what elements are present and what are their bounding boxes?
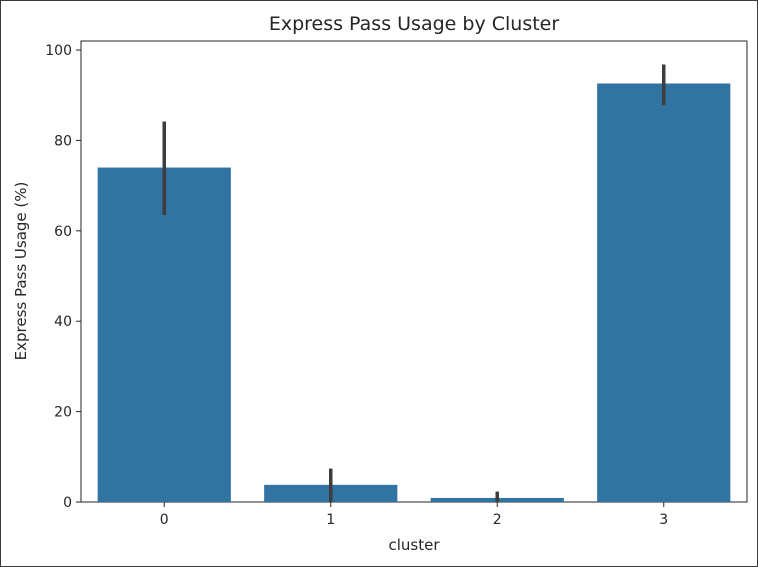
x-tick-label: 0 — [160, 512, 169, 528]
chart-title: Express Pass Usage by Cluster — [269, 13, 560, 35]
bars-group — [97, 83, 731, 503]
x-axis-label: cluster — [388, 536, 440, 554]
y-tick-label: 100 — [45, 43, 72, 59]
x-tick-label: 2 — [493, 512, 502, 528]
x-tick-label: 3 — [659, 512, 668, 528]
error-bars-group — [162, 64, 666, 502]
y-tick-label: 20 — [54, 405, 72, 421]
y-axis-label: Express Pass Usage (%) — [12, 182, 30, 361]
y-tick-label: 0 — [63, 495, 72, 511]
y-tick-label: 60 — [54, 224, 72, 240]
y-axis-ticks: 0 20 40 60 80 100 — [45, 43, 81, 511]
x-axis-ticks: 0 1 2 3 — [160, 502, 668, 528]
bar-cluster-3 — [597, 83, 731, 502]
y-tick-label: 40 — [54, 314, 72, 330]
bar-cluster-0 — [97, 167, 231, 503]
plot-area — [80, 40, 748, 503]
y-tick-label: 80 — [54, 133, 72, 149]
x-tick-label: 1 — [326, 512, 335, 528]
